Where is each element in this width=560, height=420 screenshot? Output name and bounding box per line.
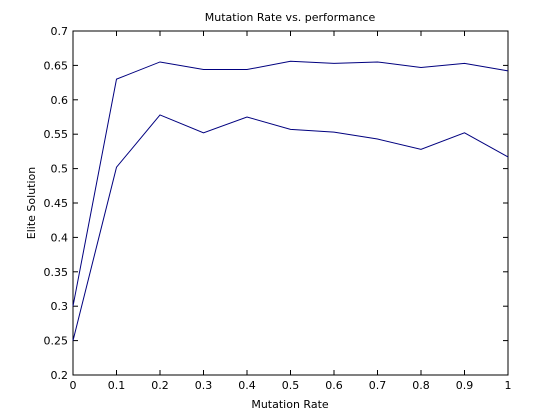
x-tick-label: 0.4 — [238, 379, 256, 392]
x-tick-label: 0.5 — [282, 379, 300, 392]
series-layer — [72, 60, 509, 341]
x-tick-label: 0.7 — [369, 379, 387, 392]
x-tick-label: 0.8 — [412, 379, 430, 392]
y-tick-label: 0.3 — [51, 300, 69, 313]
y-tick-label: 0.55 — [44, 128, 69, 141]
x-tick-label: 0.3 — [195, 379, 213, 392]
y-axis-label: Elite Solution — [25, 167, 38, 239]
x-tick-label: 0.2 — [151, 379, 169, 392]
y-axis-ticks: 0.2 0.25 0.3 0.35 0.4 0.45 0.5 0.55 0.6 0.65 0.7 — [44, 25, 508, 382]
x-axis-ticks: 0 0.1 0.2 0.3 0.4 0.5 0.6 0.7 0.8 0.9 1 — [70, 31, 512, 392]
y-tick-label: 0.65 — [44, 59, 69, 72]
chart-title: Mutation Rate vs. performance — [205, 11, 376, 24]
x-tick-label: 0 — [70, 379, 77, 392]
y-tick-label: 0.25 — [44, 335, 69, 348]
y-tick-label: 0.7 — [51, 25, 69, 38]
x-tick-label: 0.6 — [325, 379, 343, 392]
y-tick-label: 0.4 — [51, 231, 69, 244]
x-axis-label: Mutation Rate — [251, 398, 329, 411]
series-line-1 — [72, 60, 509, 307]
y-tick-label: 0.6 — [51, 94, 69, 107]
x-tick-label: 0.1 — [108, 379, 126, 392]
series-line-2 — [72, 114, 509, 341]
y-tick-label: 0.5 — [51, 163, 69, 176]
x-tick-label: 1 — [505, 379, 512, 392]
y-tick-label: 0.2 — [51, 369, 69, 382]
y-tick-label: 0.45 — [44, 197, 69, 210]
x-tick-label: 0.9 — [456, 379, 474, 392]
plot-area — [72, 30, 509, 376]
y-tick-label: 0.35 — [44, 266, 69, 279]
